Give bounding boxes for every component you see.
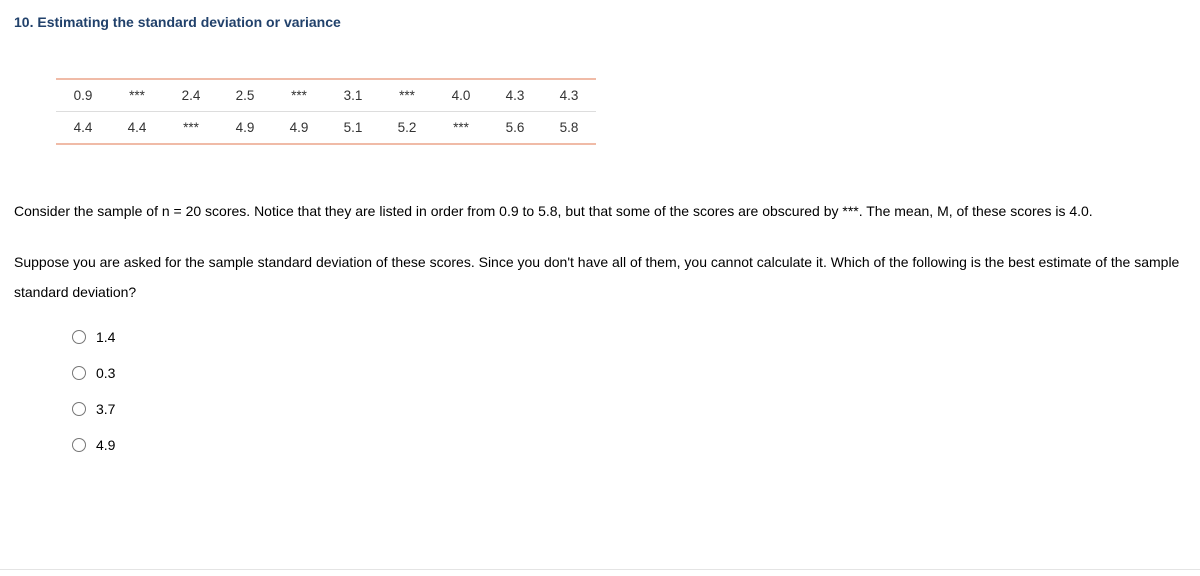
scores-table: 0.9 *** 2.4 2.5 *** 3.1 *** 4.0 4.3 4.3 … — [56, 78, 596, 145]
table-cell: *** — [110, 79, 164, 112]
table-cell: *** — [272, 79, 326, 112]
table-cell: 4.3 — [542, 79, 596, 112]
answer-option[interactable]: 0.3 — [72, 365, 1186, 381]
option-label: 4.9 — [96, 437, 115, 453]
answer-options: 1.4 0.3 3.7 4.9 — [72, 329, 1186, 453]
table-cell: 5.6 — [488, 112, 542, 145]
table-cell: *** — [380, 79, 434, 112]
option-label: 0.3 — [96, 365, 115, 381]
table-cell: 4.9 — [272, 112, 326, 145]
table-cell: 4.3 — [488, 79, 542, 112]
table-cell: 0.9 — [56, 79, 110, 112]
table-row: 4.4 4.4 *** 4.9 4.9 5.1 5.2 *** 5.6 5.8 — [56, 112, 596, 145]
table-cell: 2.4 — [164, 79, 218, 112]
question-heading: 10. Estimating the standard deviation or… — [14, 14, 1186, 30]
table-cell: 5.2 — [380, 112, 434, 145]
radio-input[interactable] — [72, 366, 86, 380]
table-cell: *** — [434, 112, 488, 145]
option-label: 1.4 — [96, 329, 115, 345]
radio-input[interactable] — [72, 330, 86, 344]
answer-option[interactable]: 1.4 — [72, 329, 1186, 345]
radio-input[interactable] — [72, 438, 86, 452]
table-cell: 3.1 — [326, 79, 380, 112]
table-cell: 4.4 — [110, 112, 164, 145]
radio-input[interactable] — [72, 402, 86, 416]
question-paragraph-2: Suppose you are asked for the sample sta… — [14, 248, 1186, 307]
table-cell: *** — [164, 112, 218, 145]
divider — [0, 569, 1200, 570]
table-row: 0.9 *** 2.4 2.5 *** 3.1 *** 4.0 4.3 4.3 — [56, 79, 596, 112]
answer-option[interactable]: 3.7 — [72, 401, 1186, 417]
table-cell: 4.4 — [56, 112, 110, 145]
data-table-container: 0.9 *** 2.4 2.5 *** 3.1 *** 4.0 4.3 4.3 … — [56, 78, 596, 145]
table-cell: 4.9 — [218, 112, 272, 145]
table-cell: 5.8 — [542, 112, 596, 145]
table-cell: 4.0 — [434, 79, 488, 112]
answer-option[interactable]: 4.9 — [72, 437, 1186, 453]
table-cell: 2.5 — [218, 79, 272, 112]
option-label: 3.7 — [96, 401, 115, 417]
table-cell: 5.1 — [326, 112, 380, 145]
question-paragraph-1: Consider the sample of n = 20 scores. No… — [14, 197, 1186, 226]
